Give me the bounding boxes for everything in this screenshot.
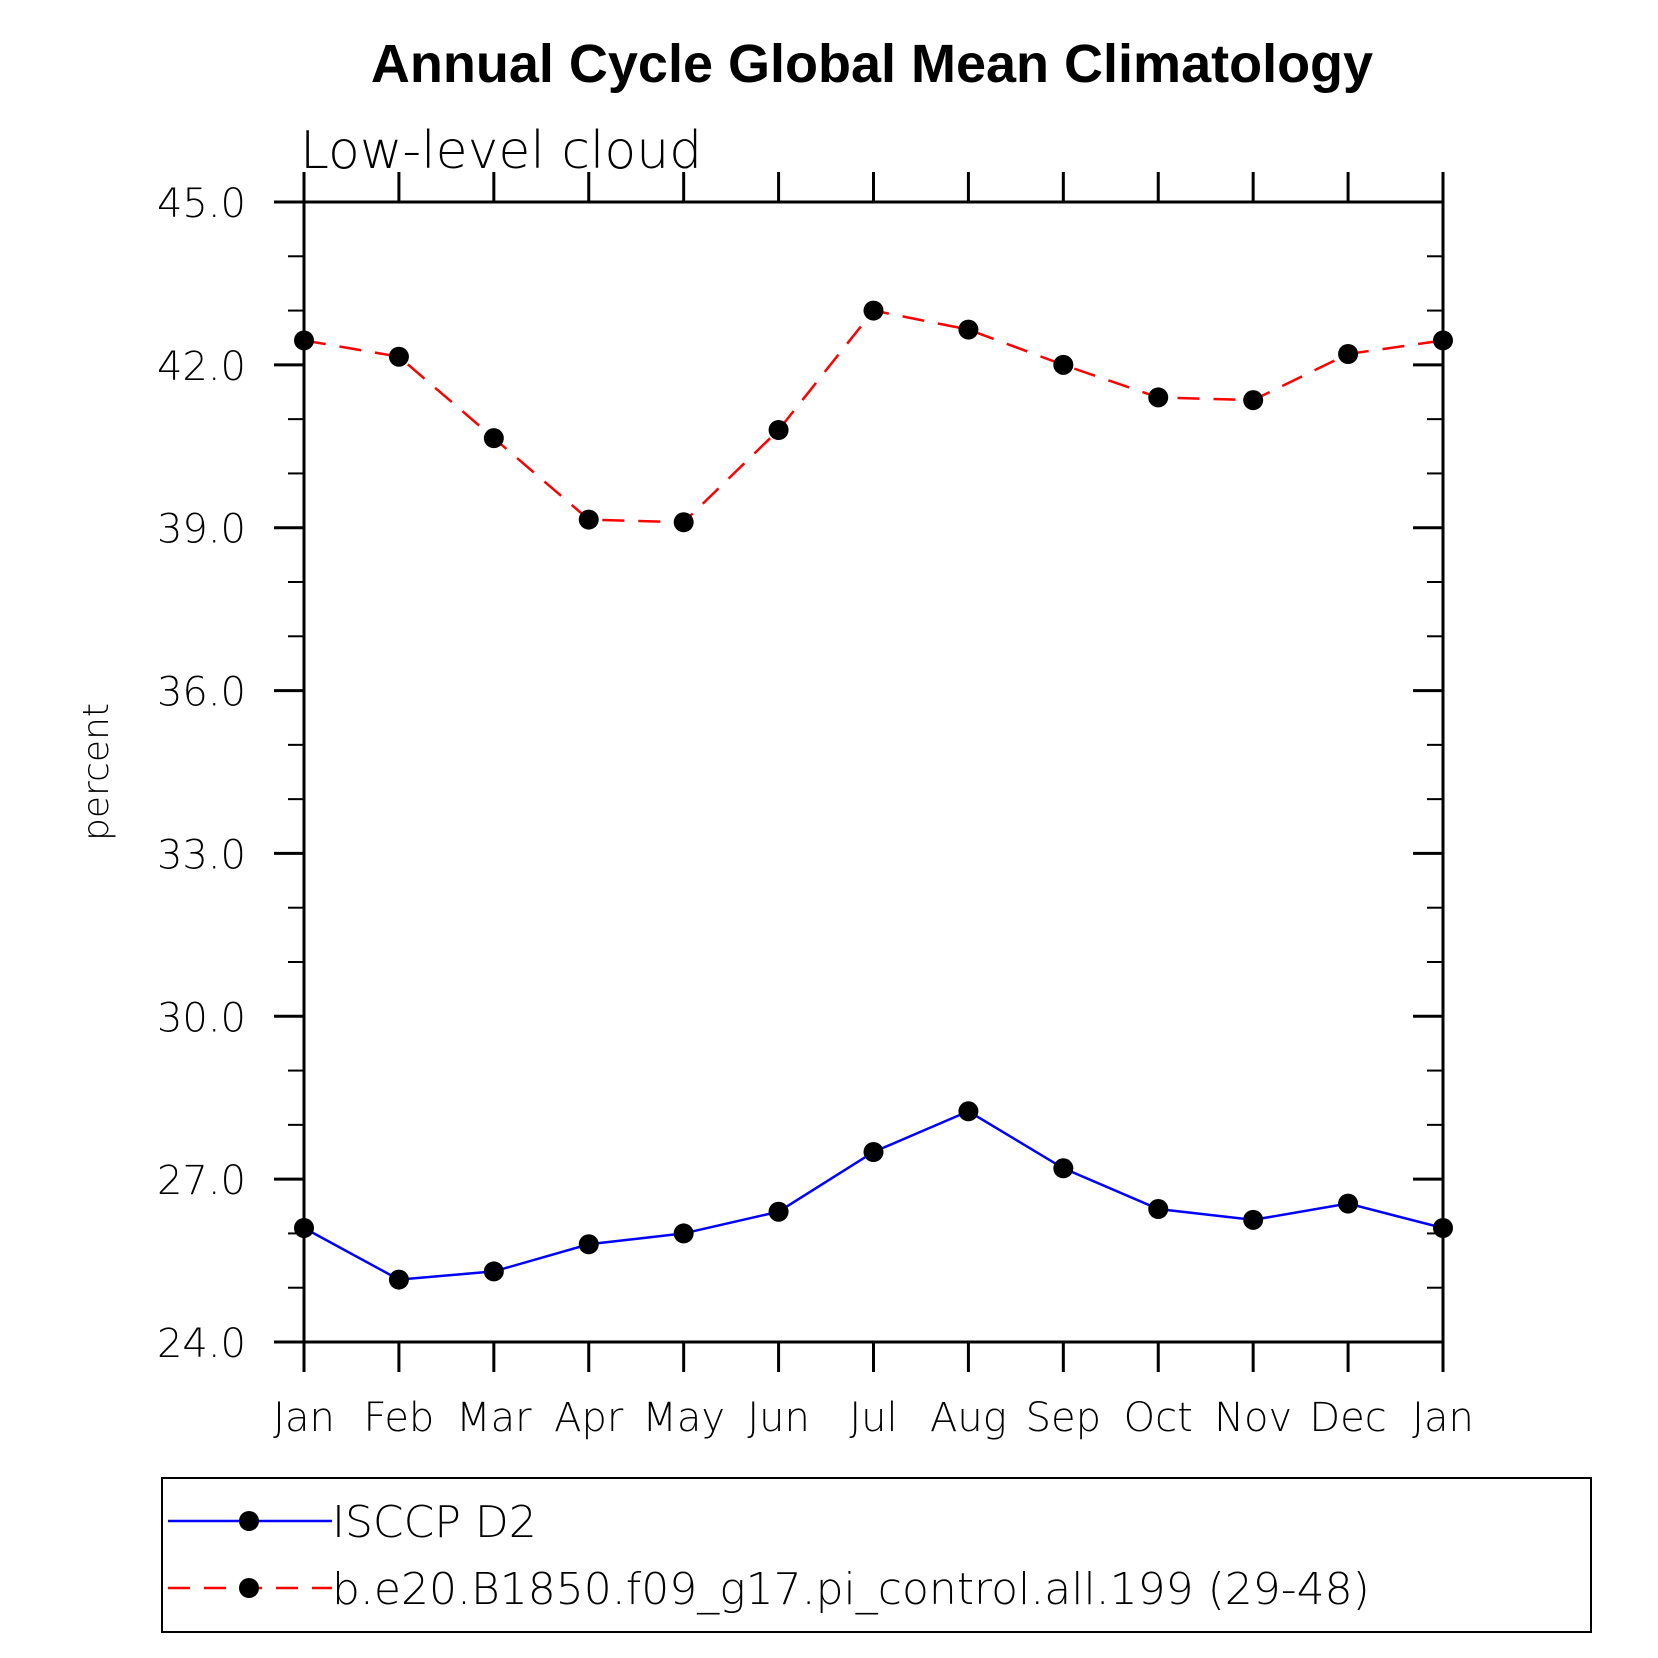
x-tick-label: Jul: [849, 1395, 897, 1441]
x-tick-label: Jun: [747, 1395, 810, 1441]
data-point: [673, 1223, 694, 1244]
y-tick-label: 39.0: [157, 507, 246, 553]
data-point: [1053, 1158, 1074, 1179]
data-point: [578, 1234, 599, 1255]
data-point: [388, 346, 409, 367]
y-tick-label: 33.0: [157, 832, 246, 878]
data-point: [1338, 344, 1359, 364]
data-point: [1433, 1218, 1453, 1238]
data-point: [388, 1269, 409, 1290]
y-tick-label: 36.0: [157, 670, 246, 716]
series-line-1: [303, 1109, 1444, 1281]
y-tick-label: 30.0: [157, 995, 246, 1041]
x-tick-label: Jan: [273, 1395, 335, 1441]
data-point: [1338, 1193, 1359, 1214]
series-layer: [294, 300, 1453, 1290]
chart-title: Annual Cycle Global Mean Climatology: [371, 34, 1373, 94]
data-point: [863, 300, 884, 321]
chart-subtitle: Low-level cloud: [300, 121, 702, 181]
axes: Jan Feb Mar Apr May Jun Jul Aug Sep Oct Nov Dec Jan 2…: [157, 172, 1474, 1441]
legend-box: [161, 1477, 1592, 1633]
x-tick-label: Dec: [1309, 1395, 1386, 1441]
data-point: [768, 1201, 789, 1222]
plot-frame: [302, 200, 1445, 1344]
series-line-2: [303, 309, 1444, 524]
x-tick-label: Oct: [1124, 1395, 1193, 1441]
legend-marker: [239, 1578, 259, 1598]
data-point: [958, 1101, 979, 1122]
data-point: [578, 509, 599, 530]
data-point: [768, 420, 789, 440]
data-point: [1053, 354, 1074, 375]
x-tick-label: Apr: [554, 1395, 624, 1441]
x-tick-label: Mar: [456, 1395, 532, 1441]
y-tick-label: 27.0: [157, 1158, 246, 1204]
data-point: [483, 428, 504, 449]
y-tick-label: 42.0: [157, 344, 246, 390]
x-tick-label: Aug: [930, 1395, 1007, 1441]
legend-label: ISCCP D2: [332, 1497, 537, 1548]
data-point: [294, 330, 314, 351]
legend: ISCCP D2 b.e20.B1850.f09_g17.pi_control.a…: [161, 1477, 1592, 1633]
x-tick-label: May: [642, 1395, 725, 1441]
legend-marker: [239, 1511, 259, 1531]
data-point: [294, 1218, 314, 1238]
data-point: [1243, 390, 1264, 411]
x-tick-label: Jan: [1412, 1395, 1474, 1441]
data-point: [1148, 387, 1169, 408]
data-point: [863, 1142, 884, 1162]
x-tick-label: Nov: [1214, 1395, 1292, 1441]
data-point: [483, 1261, 504, 1282]
y-tick-label: 45.0: [157, 181, 246, 227]
data-point: [1243, 1209, 1264, 1230]
legend-label: b.e20.B1850.f09_g17.pi_control.all.199 (…: [332, 1564, 1370, 1615]
x-tick-label: Feb: [364, 1395, 435, 1441]
data-point: [958, 319, 979, 340]
data-point: [1148, 1199, 1169, 1219]
y-axis-label: percent: [76, 703, 117, 841]
data-point: [1433, 330, 1453, 351]
x-tick-label: Sep: [1026, 1395, 1101, 1441]
y-tick-label: 24.0: [157, 1321, 246, 1367]
data-point: [673, 512, 694, 533]
